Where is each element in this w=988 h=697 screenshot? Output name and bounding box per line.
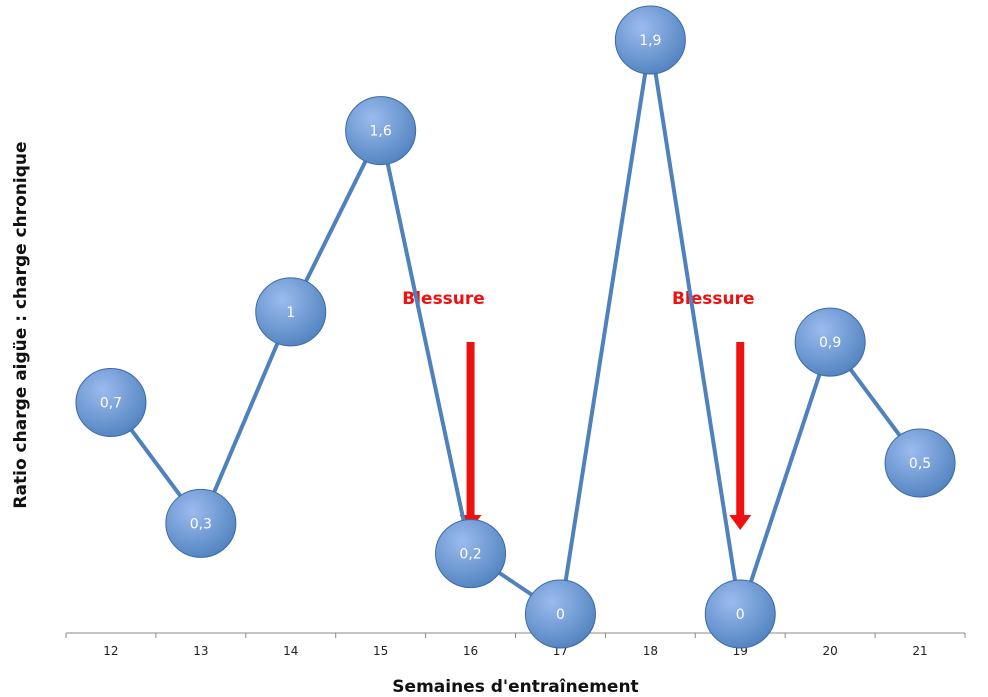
data-label: 1,9	[639, 33, 661, 49]
y-axis-title: Ratio charge aigüe : charge chronique	[11, 141, 31, 508]
x-tick-label: 21	[912, 644, 927, 658]
data-label: 0,5	[909, 456, 931, 472]
x-tick-label: 12	[103, 644, 118, 658]
data-marker	[614, 5, 686, 75]
data-points: 0,7 0,3 1 1,6 0,2 0 1,9 0 0,9 0,5	[75, 5, 956, 649]
data-label: 0,2	[459, 547, 481, 563]
data-point: 0,9	[794, 307, 866, 377]
data-label: 1,6	[370, 124, 392, 140]
data-point: 0,5	[884, 428, 956, 498]
series-line	[109, 38, 922, 616]
data-label: 0,7	[100, 396, 122, 412]
x-tick-label: 15	[373, 644, 388, 658]
x-tick-label: 14	[283, 644, 298, 658]
data-point: 0,3	[165, 488, 237, 558]
x-tick-label: 13	[193, 644, 208, 658]
data-marker	[165, 488, 237, 558]
data-point: 0,2	[435, 519, 507, 589]
data-point: 0	[524, 579, 596, 649]
data-marker	[75, 368, 147, 438]
arrow-down-icon	[729, 515, 752, 530]
arrow-shaft	[736, 342, 745, 517]
data-marker	[435, 519, 507, 589]
x-axis-title: Semaines d'entraînement	[392, 677, 638, 697]
data-point: 0	[704, 579, 776, 649]
data-marker	[794, 307, 866, 377]
data-marker	[524, 579, 596, 649]
data-point: 1,6	[345, 96, 417, 166]
data-marker	[884, 428, 956, 498]
arrow-shaft	[466, 342, 475, 517]
data-label: 0,3	[190, 516, 212, 532]
x-tick-label: 18	[643, 644, 658, 658]
annotation-label: Blessure	[672, 289, 755, 309]
data-marker	[345, 96, 417, 166]
data-point: 0,7	[75, 368, 147, 438]
data-marker	[704, 579, 776, 649]
annotation-label: Blessure	[402, 289, 485, 309]
data-point: 1,9	[614, 5, 686, 75]
x-axis: 12 13 14 15 16 17 18 19 20 21	[65, 632, 966, 658]
x-tick-label: 16	[463, 644, 478, 658]
data-label: 0	[736, 607, 745, 623]
data-label: 0	[556, 607, 565, 623]
data-marker	[255, 277, 327, 347]
data-point: 1	[255, 277, 327, 347]
series-polyline	[109, 38, 922, 616]
data-label: 1	[286, 305, 295, 321]
x-tick-label: 20	[823, 644, 838, 658]
data-label: 0,9	[819, 335, 841, 351]
